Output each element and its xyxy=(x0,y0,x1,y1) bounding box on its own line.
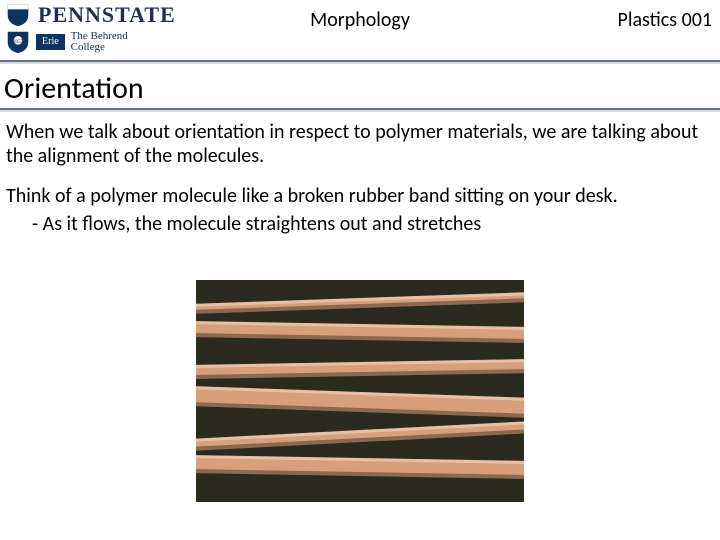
rubber-bands-figure xyxy=(196,280,524,502)
figure-container xyxy=(0,280,720,502)
svg-text:1855: 1855 xyxy=(13,39,24,45)
erie-badge: Erie xyxy=(36,34,65,50)
rubber-band xyxy=(196,359,524,379)
section-title: Orientation xyxy=(4,70,144,107)
paragraph-1: When we talk about orientation in respec… xyxy=(6,120,710,168)
header-divider xyxy=(0,60,720,66)
slide: PENNSTATE 1855 Erie The Behrend College … xyxy=(0,0,720,540)
rubber-band xyxy=(196,455,524,479)
section-divider xyxy=(0,108,720,112)
rubber-band xyxy=(196,421,524,451)
section-divider-highlight xyxy=(0,110,720,112)
logo-subline: 1855 Erie The Behrend College xyxy=(4,30,204,54)
college-name: The Behrend College xyxy=(71,31,128,53)
bullet-1: - As it flows, the molecule straightens … xyxy=(32,212,710,236)
rubber-band xyxy=(196,292,524,314)
slide-header: PENNSTATE 1855 Erie The Behrend College … xyxy=(0,0,720,60)
body-text: When we talk about orientation in respec… xyxy=(6,120,710,236)
divider-highlight xyxy=(0,62,720,64)
crest-icon: 1855 xyxy=(4,30,32,54)
course-code: Plastics 001 xyxy=(618,8,712,32)
header-title: Morphology xyxy=(0,8,720,32)
college-line2: College xyxy=(71,41,105,53)
rubber-band xyxy=(196,386,524,418)
paragraph-2: Think of a polymer molecule like a broke… xyxy=(6,184,710,208)
rubber-band xyxy=(196,321,524,343)
